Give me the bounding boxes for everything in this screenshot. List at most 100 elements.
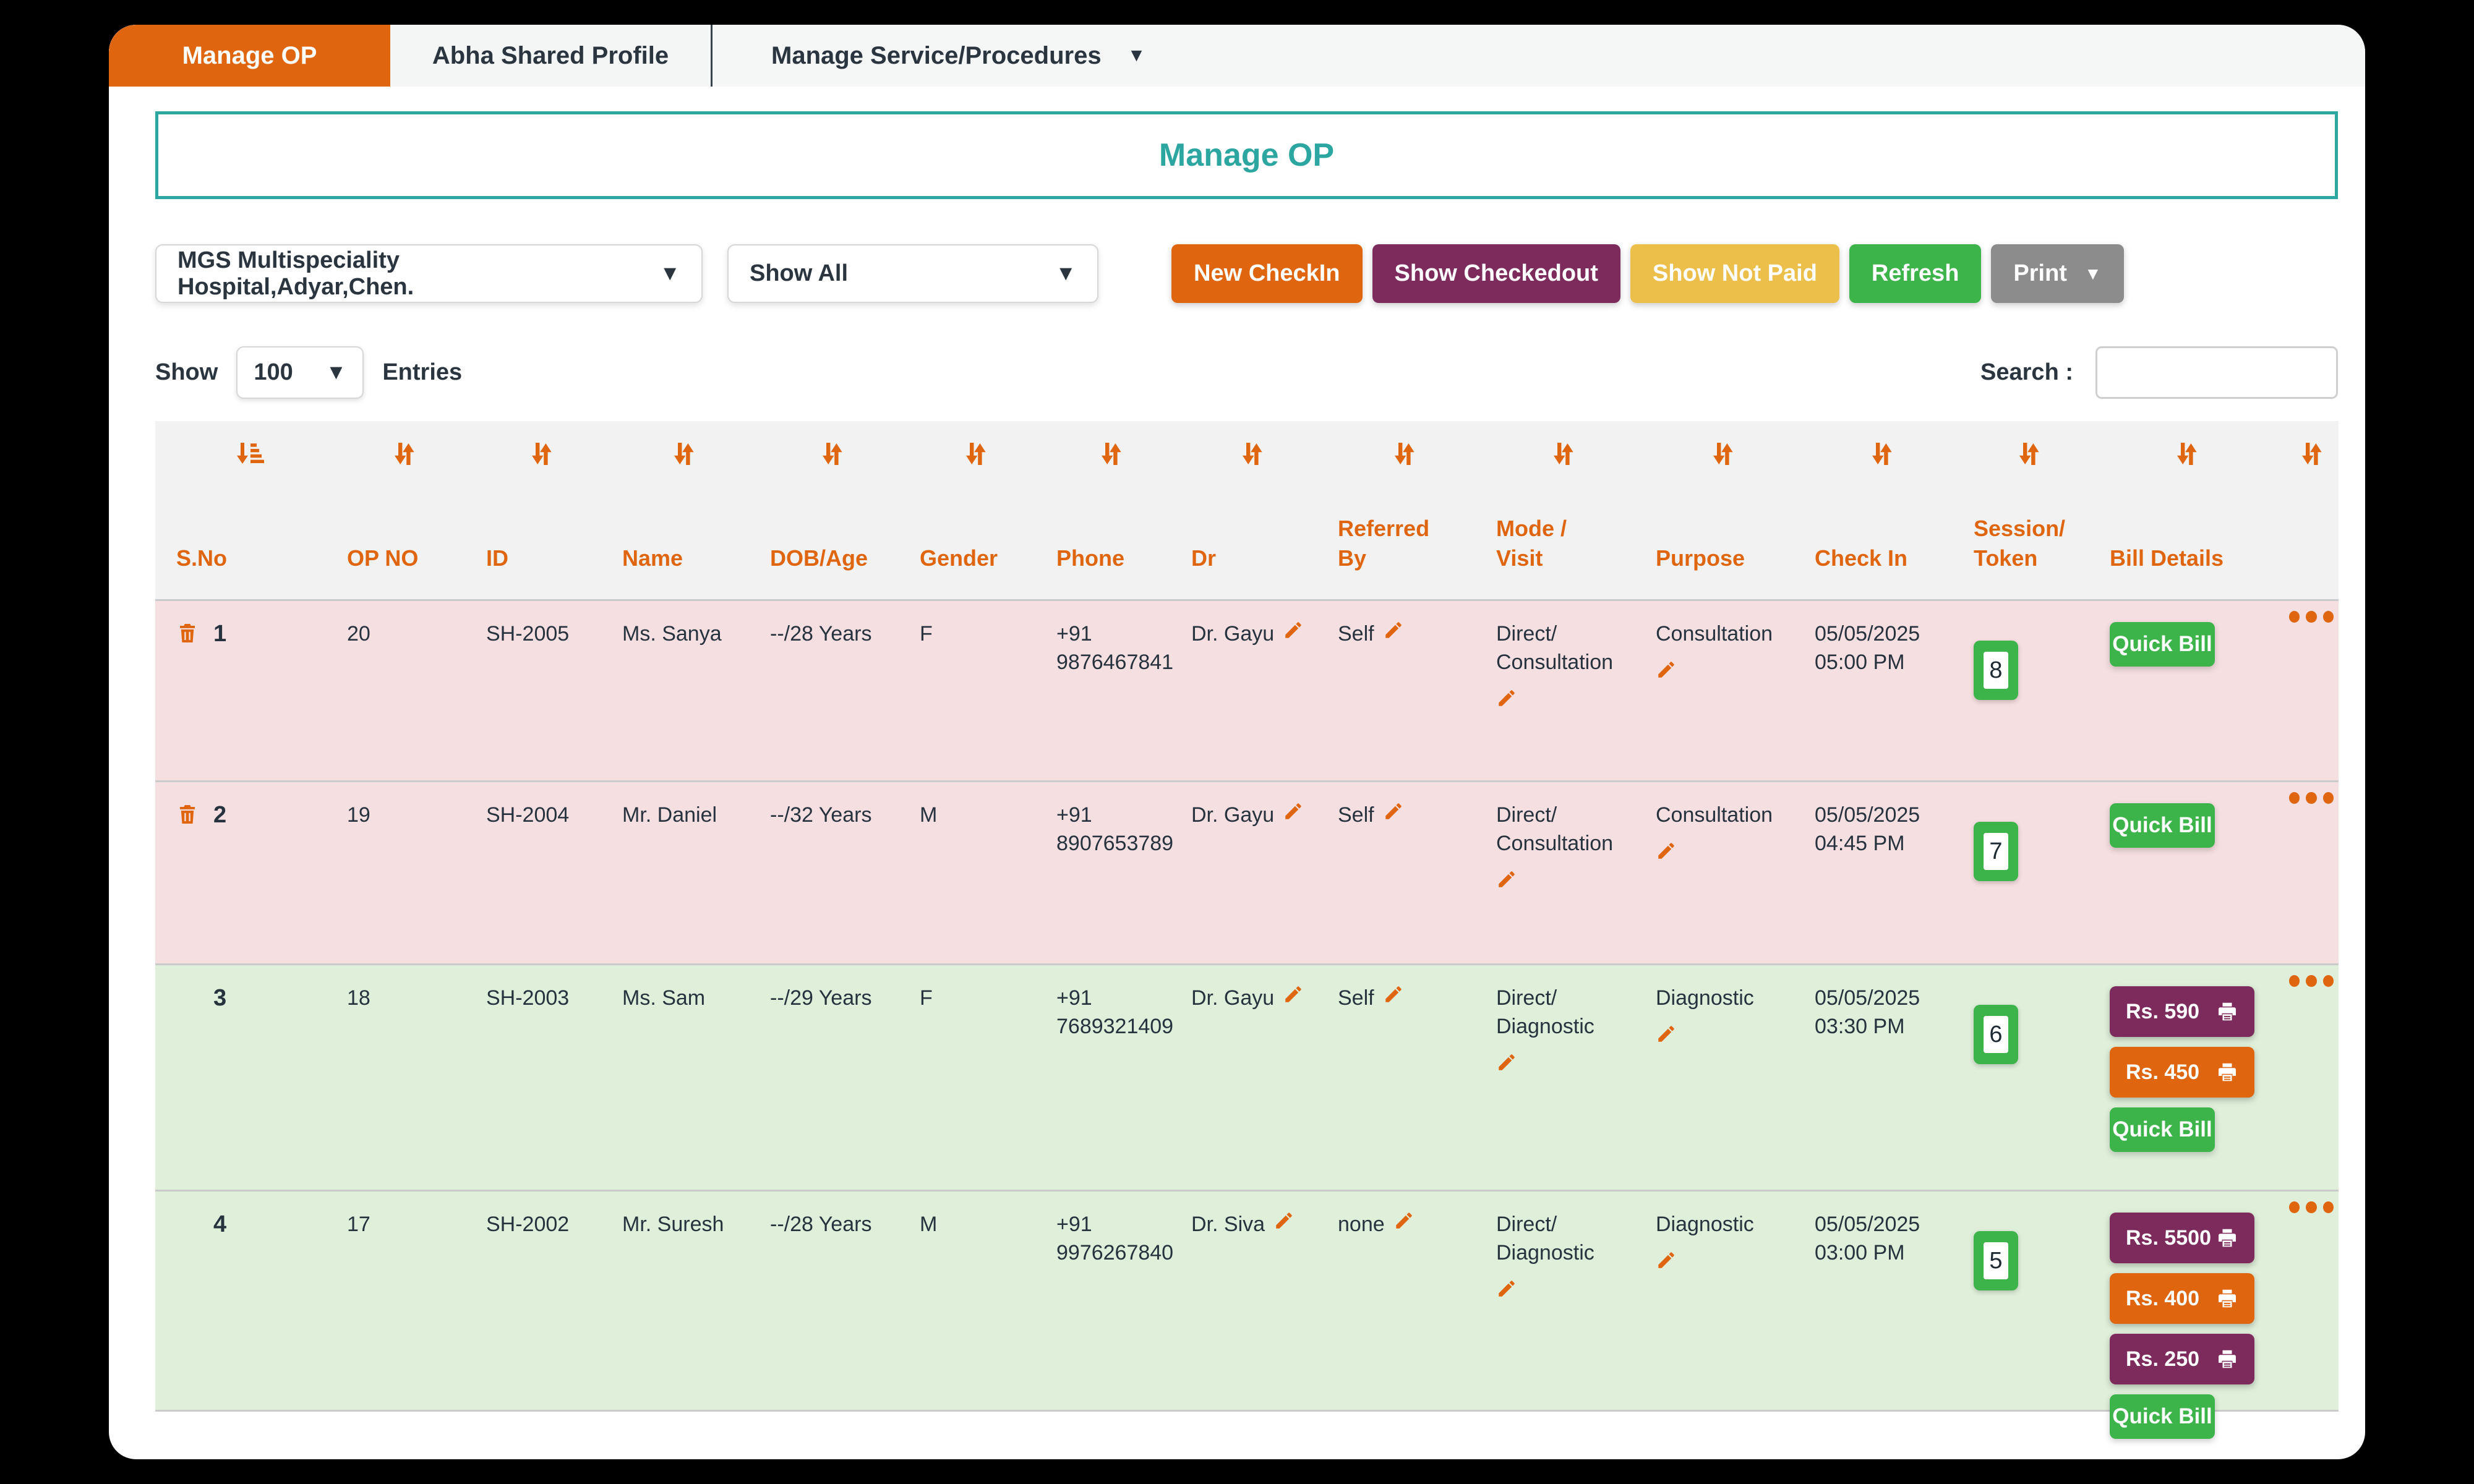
check-in-cell: 05/05/2025 04:45 PM xyxy=(1815,803,1920,855)
edit-pencil-icon[interactable] xyxy=(1656,1023,1677,1044)
sno-cell: 3 xyxy=(213,985,227,1011)
status-filter-select[interactable]: Show All ▼ xyxy=(727,244,1098,303)
tab-manage-op[interactable]: Manage OP xyxy=(109,25,390,87)
new-checkin-button[interactable]: New CheckIn xyxy=(1171,244,1363,303)
edit-pencil-icon[interactable] xyxy=(1656,659,1677,680)
bill-amount-button[interactable]: Rs. 400 xyxy=(2110,1273,2254,1324)
sort-icon[interactable] xyxy=(1390,438,1419,472)
table-row: 3 18 SH-2003 Ms. Sam --/29 Years F +91 7… xyxy=(155,965,2339,1192)
edit-pencil-icon[interactable] xyxy=(1283,984,1304,1005)
sort-icon[interactable] xyxy=(1097,438,1126,472)
show-checkedout-button[interactable]: Show Checkedout xyxy=(1372,244,1620,303)
printer-icon xyxy=(2216,1061,2238,1083)
refresh-button[interactable]: Refresh xyxy=(1849,244,1982,303)
session-token-cell: 5 xyxy=(1953,1192,2089,1439)
edit-pencil-icon[interactable] xyxy=(1383,984,1404,1005)
page-size-select[interactable]: 100 ▼ xyxy=(236,346,364,399)
edit-pencil-icon[interactable] xyxy=(1283,620,1304,641)
print-button[interactable]: Print ▼ xyxy=(1991,244,2124,303)
token-badge: 7 xyxy=(1974,822,2018,881)
mode-visit-cell: Direct/ Diagnostic xyxy=(1475,965,1635,1190)
tab-manage-service-procedures[interactable]: Manage Service/Procedures ▼ xyxy=(713,25,1204,87)
edit-pencil-icon[interactable] xyxy=(1656,1250,1677,1271)
edit-pencil-icon[interactable] xyxy=(1273,1210,1295,1231)
gender-cell: F xyxy=(920,986,933,1010)
search-input[interactable] xyxy=(2095,346,2338,399)
trash-icon[interactable] xyxy=(176,801,199,828)
sort-icon[interactable] xyxy=(818,438,847,472)
dob-age-cell: --/28 Years xyxy=(770,1213,872,1236)
session-token-cell: 8 xyxy=(1953,601,2089,780)
edit-pencil-icon[interactable] xyxy=(1283,801,1304,822)
header-purpose: Purpose xyxy=(1635,421,1794,599)
sort-icon[interactable] xyxy=(2172,438,2202,472)
edit-pencil-icon[interactable] xyxy=(1496,1278,1517,1299)
op-no-cell: 17 xyxy=(347,1213,370,1236)
dob-age-cell: --/28 Years xyxy=(770,622,872,646)
header-mode-visit: Mode / Visit xyxy=(1475,421,1635,599)
hospital-select[interactable]: MGS Multispeciality Hospital,Adyar,Chen.… xyxy=(155,244,703,303)
edit-pencil-icon[interactable] xyxy=(1393,1210,1415,1231)
token-number: 5 xyxy=(1984,1242,2008,1279)
bill-amount-button[interactable]: Rs. 450 xyxy=(2110,1047,2254,1098)
edit-pencil-icon[interactable] xyxy=(1656,840,1677,861)
sort-icon[interactable] xyxy=(669,438,699,472)
manage-op-window: Manage OP Abha Shared Profile Manage Ser… xyxy=(109,25,2365,1459)
row-actions-menu[interactable] xyxy=(2268,1192,2339,1439)
row-actions-menu[interactable] xyxy=(2268,965,2339,1190)
chevron-down-icon: ▼ xyxy=(325,360,347,384)
show-not-paid-button[interactable]: Show Not Paid xyxy=(1630,244,1839,303)
edit-pencil-icon[interactable] xyxy=(1383,801,1404,822)
header-actions xyxy=(2268,421,2339,599)
quick-bill-button[interactable]: Quick Bill xyxy=(2110,1394,2215,1439)
edit-pencil-icon[interactable] xyxy=(1496,688,1517,709)
token-number: 6 xyxy=(1984,1016,2008,1053)
name-cell: Ms. Sanya xyxy=(622,622,722,646)
bill-amount-button[interactable]: Rs. 590 xyxy=(2110,986,2254,1037)
dr-cell: Dr. Gayu xyxy=(1170,782,1317,963)
quick-bill-button[interactable]: Quick Bill xyxy=(2110,1107,2215,1152)
page-title-box: Manage OP xyxy=(155,111,2338,199)
bill-amount-button[interactable]: Rs. 250 xyxy=(2110,1334,2254,1384)
edit-pencil-icon[interactable] xyxy=(1496,869,1517,890)
table-row: 2 19 SH-2004 Mr. Daniel --/32 Years M +9… xyxy=(155,782,2339,965)
sort-icon[interactable] xyxy=(1549,438,1578,472)
referred-by-cell: none xyxy=(1317,1192,1475,1439)
sort-icon[interactable] xyxy=(961,438,991,472)
sort-icon[interactable] xyxy=(1867,438,1897,472)
tab-label: Manage Service/Procedures xyxy=(771,41,1102,69)
phone-cell: +91 9876467841 xyxy=(1056,622,1174,674)
sort-icon[interactable] xyxy=(1708,438,1738,472)
sort-icon[interactable] xyxy=(527,438,557,472)
token-badge: 5 xyxy=(1974,1231,2018,1290)
quick-bill-button[interactable]: Quick Bill xyxy=(2110,622,2215,667)
id-cell: SH-2005 xyxy=(486,622,570,646)
purpose-cell: Consultation xyxy=(1635,782,1794,963)
referred-by-cell: Self xyxy=(1317,965,1475,1190)
sort-amount-icon[interactable] xyxy=(234,438,264,472)
tab-abha-shared-profile[interactable]: Abha Shared Profile xyxy=(390,25,711,87)
quick-bill-button[interactable]: Quick Bill xyxy=(2110,803,2215,848)
print-button-label: Print xyxy=(2013,260,2067,286)
check-in-cell: 05/05/2025 03:00 PM xyxy=(1815,1213,1920,1264)
referred-by-cell: Self xyxy=(1317,782,1475,963)
edit-pencil-icon[interactable] xyxy=(1383,620,1404,641)
name-cell: Ms. Sam xyxy=(622,986,706,1010)
id-cell: SH-2004 xyxy=(486,803,570,827)
row-actions-menu[interactable] xyxy=(2268,601,2339,780)
row-actions-menu[interactable] xyxy=(2268,782,2339,963)
trash-icon[interactable] xyxy=(176,620,199,647)
tab-bar: Manage OP Abha Shared Profile Manage Ser… xyxy=(109,25,2365,87)
sort-icon[interactable] xyxy=(2014,438,2044,472)
header-dob-age: DOB/Age xyxy=(749,421,899,599)
dr-cell: Dr. Gayu xyxy=(1170,965,1317,1190)
bill-details-cell: Rs. 5500 Rs. 400 Rs. 250 Quick Bill xyxy=(2089,1194,2268,1439)
sort-icon[interactable] xyxy=(2297,438,2327,472)
sort-icon[interactable] xyxy=(390,438,419,472)
mode-visit-cell: Direct/ Consultation xyxy=(1475,601,1635,780)
edit-pencil-icon[interactable] xyxy=(1496,1052,1517,1073)
sort-icon[interactable] xyxy=(1238,438,1267,472)
op-no-cell: 19 xyxy=(347,803,370,827)
bill-amount-button[interactable]: Rs. 5500 xyxy=(2110,1213,2254,1263)
gender-cell: M xyxy=(920,1213,938,1236)
